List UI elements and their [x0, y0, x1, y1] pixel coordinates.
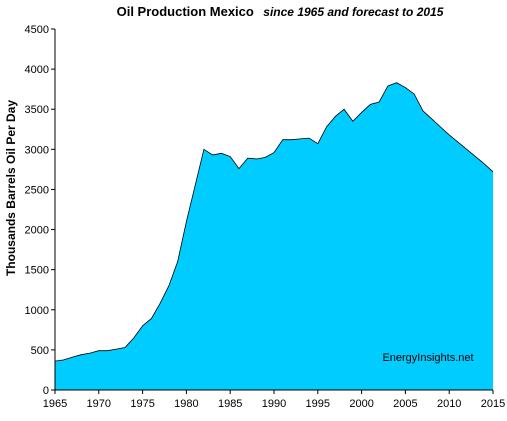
x-tick-label-1985: 1985 — [218, 398, 242, 410]
y-tick-label-3000: 3000 — [25, 144, 49, 156]
x-axis-ticks: 1965 1970 1975 1980 1985 1990 1995 2000 2005 2010… — [43, 390, 505, 410]
chart-subtitle: since 1965 and forecast to 2015 — [263, 5, 443, 19]
x-tick-label-1975: 1975 — [130, 398, 154, 410]
x-tick-label-2010: 2010 — [437, 398, 461, 410]
x-tick-label-1965: 1965 — [43, 398, 67, 410]
y-axis-label: Thousands Barrels Oil Per Day — [4, 100, 18, 276]
x-tick-label-1995: 1995 — [306, 398, 330, 410]
y-tick-label-1500: 1500 — [25, 265, 49, 277]
x-tick-label-1990: 1990 — [262, 398, 286, 410]
chart-title-main: Oil Production Mexico — [117, 4, 254, 19]
y-tick-label-4000: 4000 — [25, 64, 49, 76]
y-tick-label-3500: 3500 — [25, 104, 49, 116]
y-tick-label-4500: 4500 — [25, 24, 49, 36]
y-tick-label-1000: 1000 — [25, 305, 49, 317]
y-tick-label-2500: 2500 — [25, 184, 49, 196]
x-tick-label-1980: 1980 — [174, 398, 198, 410]
y-tick-label-0: 0 — [43, 385, 49, 397]
area-fill — [55, 82, 493, 390]
area-outline — [54, 82, 494, 362]
y-tick-label-2000: 2000 — [25, 225, 49, 237]
source-annotation: EnergyInsights.net — [382, 352, 473, 364]
svg-text:Oil Production Mexico si: Oil Production Mexico since 1965 and for… — [117, 3, 444, 20]
x-tick-label-2015: 2015 — [481, 398, 505, 410]
chart-title: Oil Production Mexico since 1965 and for… — [117, 3, 444, 20]
x-tick-label-1970: 1970 — [87, 398, 111, 410]
y-axis-ticks: 0 500 1000 1500 2000 2500 3000 3500 4000 4500 — [25, 24, 55, 397]
x-tick-label-2000: 2000 — [349, 398, 373, 410]
x-tick-label-2005: 2005 — [393, 398, 417, 410]
area-series — [54, 82, 494, 390]
y-tick-label-500: 500 — [31, 345, 49, 357]
